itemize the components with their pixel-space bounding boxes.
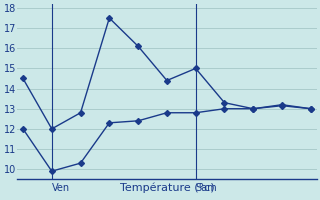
Text: Ven: Ven — [52, 183, 70, 193]
Text: Sam: Sam — [196, 183, 217, 193]
X-axis label: Température (°c): Température (°c) — [120, 182, 214, 193]
